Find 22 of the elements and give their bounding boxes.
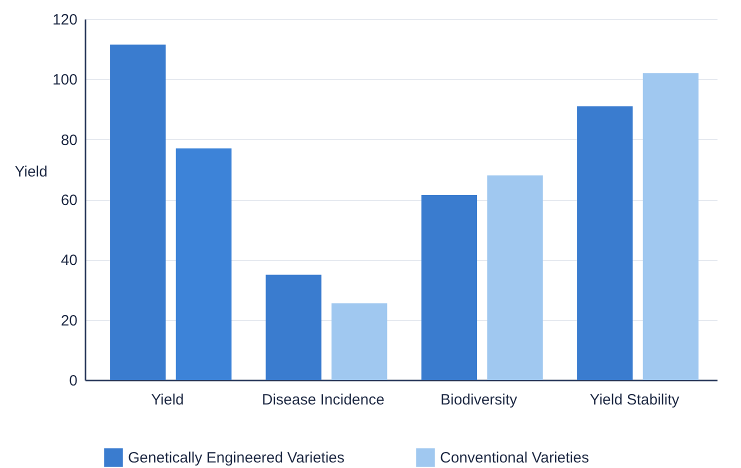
bar: [110, 44, 166, 380]
x-tick-label: Disease Incidence: [262, 392, 384, 408]
x-tick-label: Yield Stability: [590, 392, 680, 408]
bar: [642, 73, 699, 380]
legend-label: Genetically Engineered Varieties: [128, 450, 345, 467]
y-tick-label: 20: [60, 312, 78, 330]
bar: [577, 106, 633, 380]
y-tick-label: 40: [60, 252, 78, 270]
y-tick-label: 60: [60, 192, 78, 209]
y-tick-label: 120: [52, 12, 78, 28]
bar: [176, 148, 232, 380]
bar: [332, 303, 388, 380]
y-tick-label: 100: [52, 72, 78, 89]
x-tick-label: Biodiversity: [440, 392, 518, 408]
y-tick-label: 0: [69, 372, 78, 390]
legend-label: Conventional Varieties: [440, 450, 589, 467]
y-tick-label: 80: [60, 132, 78, 149]
bar: [487, 175, 543, 380]
bar: [421, 194, 478, 380]
bar: [266, 274, 322, 380]
x-tick-label: Yield: [151, 392, 184, 408]
y-axis-title: Yield: [14, 164, 48, 180]
